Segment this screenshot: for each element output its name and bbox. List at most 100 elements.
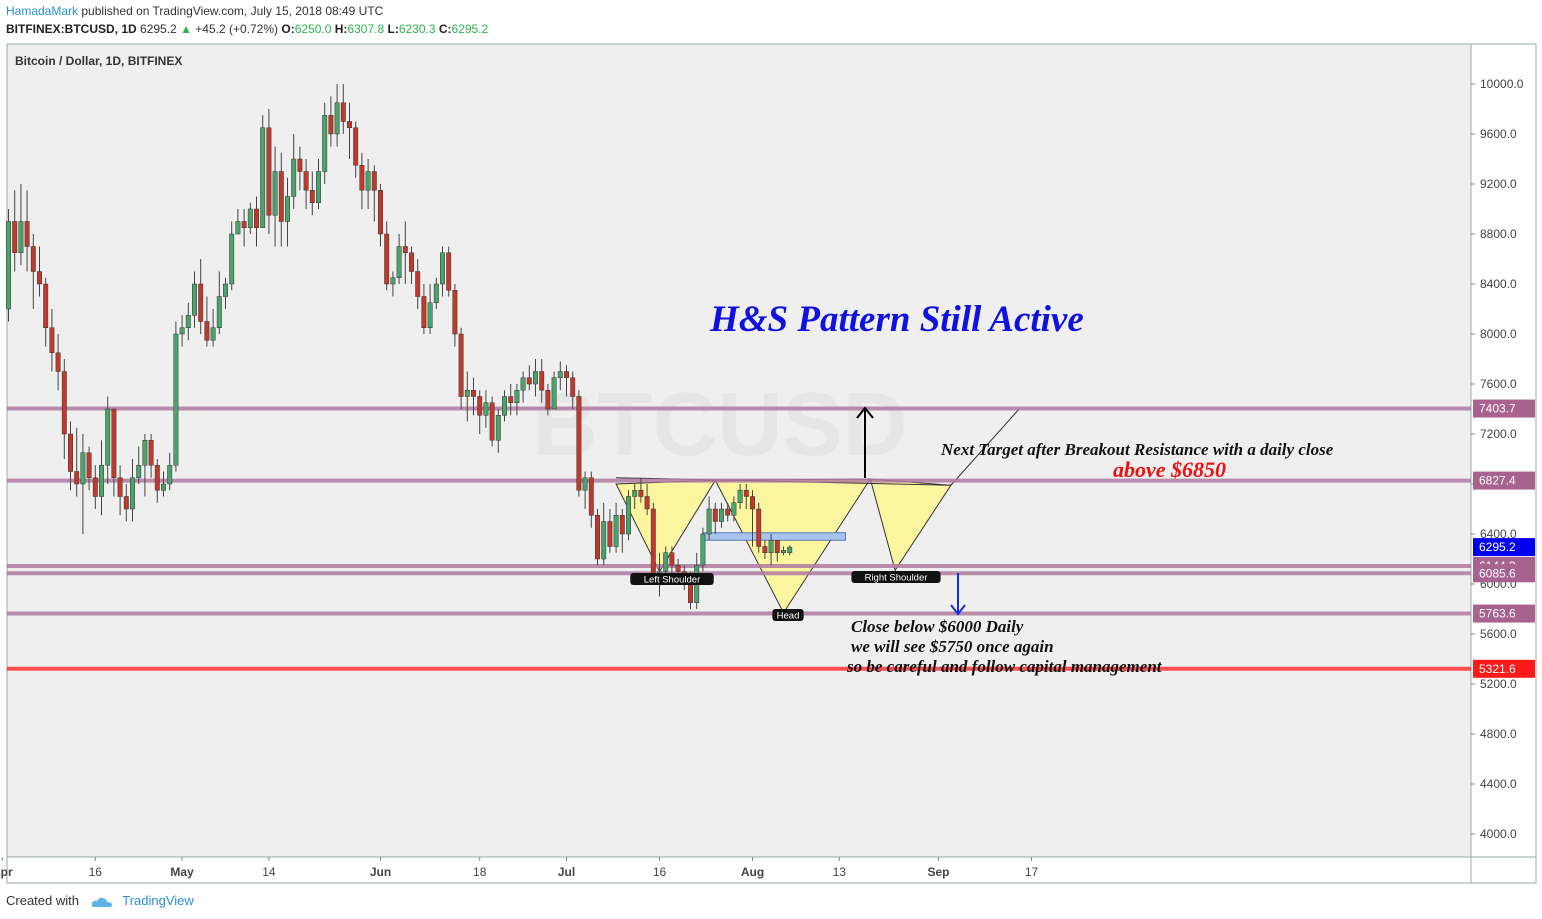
y-tick-label: 9200.0 [1480,177,1517,191]
candle-body [675,565,681,572]
candle-body [266,127,272,216]
level-price-label: 5763.6 [1479,607,1516,621]
close-value: 6295.2 [451,22,489,36]
candle-body [99,465,104,497]
candle-body [762,546,768,553]
candle-body [365,171,371,191]
candle-body [433,283,439,303]
candle-body [6,221,11,310]
candle-body [192,283,197,316]
candle-body [229,233,235,285]
candle-body [483,402,489,416]
right-shoulder-badge [851,571,941,583]
candle-body [347,121,352,128]
candle-body [756,508,762,547]
x-tick-label: May [170,865,194,879]
candle-body [55,352,61,372]
candle-body [49,327,55,353]
candle-body [644,496,650,510]
low-value: 6230.3 [398,22,436,36]
candle-body [68,433,73,472]
candle-body [613,515,619,547]
candle-body [440,252,445,285]
candle-body [371,171,377,191]
level-price-label: 6827.4 [1479,474,1516,488]
open-value: 6250.0 [294,22,332,36]
candle-body [18,221,24,253]
level-price-tag [1473,564,1535,583]
candle-body [415,271,421,297]
candle-body [719,508,724,522]
candle-body [378,190,383,235]
candle-body [142,440,148,466]
candle-body [737,490,743,503]
candle-body [545,390,551,410]
candle-body [743,490,749,497]
footer: Created with TradingView [6,893,194,908]
candle-body [161,483,166,491]
candle-body [80,452,86,485]
candle-body [123,496,129,510]
candle-body [204,321,210,341]
y-tick-label: 10000.0 [1480,77,1524,91]
tradingview-link[interactable]: TradingView [122,893,194,908]
candle-body [309,190,315,203]
y-tick-label: 7200.0 [1480,427,1517,441]
left-shoulder-label: Left Shoulder [644,575,701,586]
bear-annotation-line2: we will see $5750 once again [851,637,1054,656]
candle-body [495,415,501,441]
candle-body [198,283,204,322]
candle-body [396,246,402,278]
candle-body [210,327,216,341]
target-annotation: Next Target after Breakout Resistance wi… [940,440,1334,459]
candle-body [303,171,309,191]
candle-body [216,296,222,328]
candle-body [471,390,476,397]
level-price-tag [1473,399,1535,418]
head-badge [772,609,804,621]
candle-body [254,208,259,228]
target-price-annotation: above $6850 [1113,457,1226,482]
candle-body [173,333,179,466]
x-tick-label: Apr [0,865,13,879]
candle-body [409,252,414,272]
candle-body [105,408,111,466]
candle-body [539,371,545,391]
left-shoulder-badge [630,573,714,585]
candle-body [650,508,656,578]
y-tick-label: 6400.0 [1480,527,1517,541]
candle-body [260,127,266,228]
level-price-label: 6085.6 [1479,566,1516,580]
high-label: H: [334,22,348,36]
candle-body [30,246,36,272]
candle-body [136,465,142,478]
chart-frame [6,43,1537,884]
candle-body [297,158,303,172]
candle-body [781,550,786,553]
consolidation-box [702,532,847,541]
x-tick-label: Sep [927,865,949,879]
y-tick-label: 5600.0 [1480,627,1517,641]
candle-body [601,521,607,560]
candle-body [223,283,228,297]
publish-info: HamadaMark published on TradingView.com,… [6,4,383,18]
x-tick-label: 14 [262,865,276,879]
level-price-label: 5321.6 [1479,662,1516,676]
candle-body [247,208,253,228]
y-tick-label: 4800.0 [1480,727,1517,741]
candle-body [768,540,774,553]
chart-title: Bitcoin / Dollar, 1D, BITFINEX [15,54,182,68]
candle-body [588,477,594,516]
author-link[interactable]: HamadaMark [6,4,79,18]
candle-body [564,371,569,378]
head-label: Head [777,611,800,622]
candle-body [725,508,731,516]
headline-annotation: H&S Pattern Still Active [709,299,1084,340]
candle-body [502,396,507,416]
candle-body [86,452,92,478]
y-tick-label: 8800.0 [1480,227,1517,241]
y-tick-label: 8400.0 [1480,277,1517,291]
level-price-tag [1473,604,1535,623]
candle-body [130,477,135,510]
